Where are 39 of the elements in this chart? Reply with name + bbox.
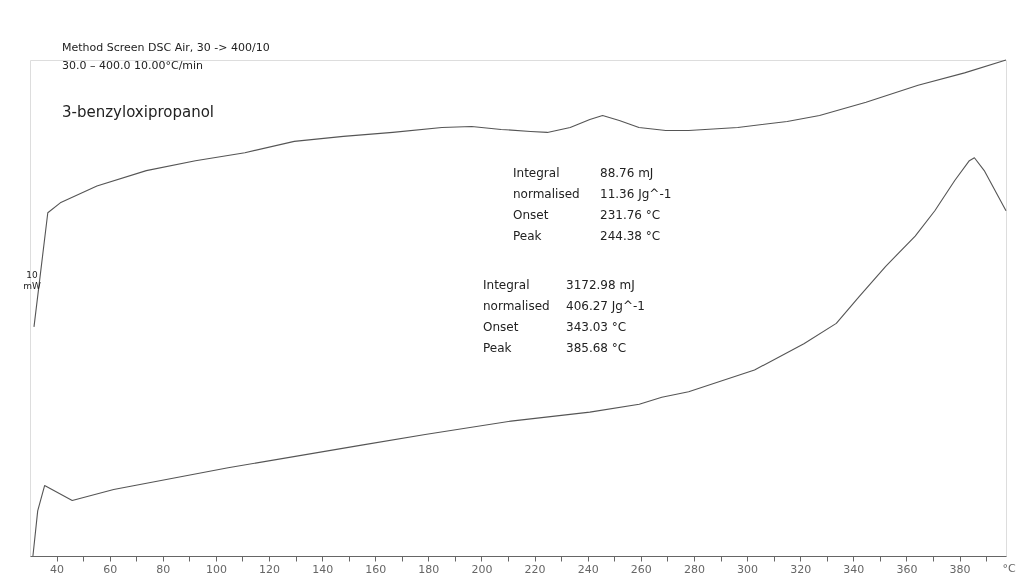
annotation: 231.76 °C xyxy=(600,208,661,222)
annotation: Integral xyxy=(483,278,530,292)
x-tick-label: 180 xyxy=(418,562,440,576)
x-tick-label: 40 xyxy=(50,562,65,576)
x-tick-label: 300 xyxy=(737,562,759,576)
x-tick-label: 220 xyxy=(524,562,546,576)
x-tick-label: 120 xyxy=(259,562,281,576)
annotation: 406.27 Jg^-1 xyxy=(566,299,645,313)
annotation: Onset xyxy=(513,208,549,222)
x-tick-label: 280 xyxy=(683,562,705,576)
x-tick-label: 60 xyxy=(103,562,118,576)
annotation: Peak xyxy=(483,341,512,355)
x-tick-label: 320 xyxy=(790,562,812,576)
x-tick-label: 360 xyxy=(896,562,918,576)
x-tick-label: 80 xyxy=(156,562,171,576)
x-tick-label: 200 xyxy=(471,562,493,576)
annotation: Onset xyxy=(483,320,519,334)
annotation: 385.68 °C xyxy=(566,341,627,355)
annotation: 88.76 mJ xyxy=(600,166,654,180)
annotation: 10 mW xyxy=(23,270,41,291)
annotation: 343.03 °C xyxy=(566,320,627,334)
annotation: Integral xyxy=(513,166,560,180)
x-tick-label: 160 xyxy=(365,562,387,576)
x-tick-label: 380 xyxy=(949,562,971,576)
annotation: 11.36 Jg^-1 xyxy=(600,187,672,201)
x-tick-label: 260 xyxy=(630,562,652,576)
text: Method Screen DSC Air, 30 -> 400/10 xyxy=(62,41,270,54)
x-axis-title: °C xyxy=(1002,561,1016,575)
annotation: Peak xyxy=(513,229,542,243)
x-tick-label: 340 xyxy=(843,562,865,576)
annotation: 3172.98 mJ xyxy=(566,278,635,292)
x-tick-label: 140 xyxy=(312,562,334,576)
annotation: 244.38 °C xyxy=(600,229,661,243)
annotation: 30.0 – 400.0 10.00°C/min xyxy=(62,59,204,72)
x-tick-label: 100 xyxy=(205,562,227,576)
annotation: 3-benzyloxipropanol xyxy=(62,103,214,121)
x-tick-label: 240 xyxy=(577,562,599,576)
annotation: normalised xyxy=(513,187,580,201)
annotation: normalised xyxy=(483,299,550,313)
